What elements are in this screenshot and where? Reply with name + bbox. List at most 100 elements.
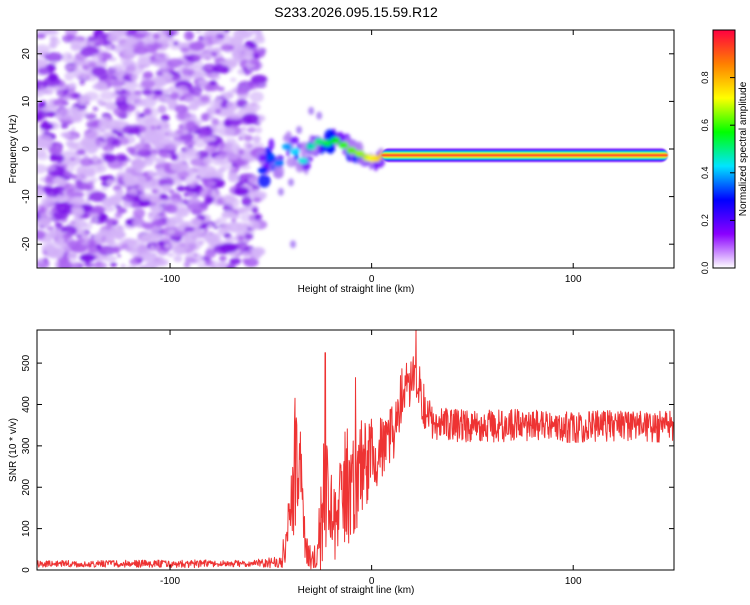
noise-blob xyxy=(231,217,237,223)
noise-blob xyxy=(243,134,253,142)
noise-blob xyxy=(66,134,78,140)
noise-blob xyxy=(151,205,163,215)
noise-blob xyxy=(181,68,195,76)
noise-blob xyxy=(159,46,167,51)
noise-blob xyxy=(194,119,204,125)
transition-outlier xyxy=(308,106,315,115)
noise-blob xyxy=(170,92,179,100)
noise-blob xyxy=(152,89,164,96)
noise-blob xyxy=(54,222,63,228)
noise-blob xyxy=(89,220,95,224)
noise-blob xyxy=(196,39,203,45)
noise-blob xyxy=(173,71,181,76)
noise-blob xyxy=(132,207,146,219)
noise-blob xyxy=(88,61,97,68)
noise-blob xyxy=(68,83,75,89)
noise-blob xyxy=(136,101,142,106)
noise-blob xyxy=(81,64,90,71)
noise-blob xyxy=(202,157,213,166)
noise-blob xyxy=(249,91,264,103)
noise-blob xyxy=(101,197,115,208)
noise-blob xyxy=(150,125,156,130)
noise-blob xyxy=(252,135,261,143)
colorbar-tick-label: 0.6 xyxy=(700,119,710,132)
noise-blob xyxy=(69,157,76,161)
noise-blob xyxy=(104,205,113,213)
noise-blob xyxy=(173,255,183,263)
noise-blob xyxy=(85,223,93,230)
noise-blob xyxy=(180,47,190,53)
noise-blob xyxy=(168,85,177,93)
noise-blob xyxy=(111,246,121,253)
colorbar-strip xyxy=(712,29,736,269)
noise-blob xyxy=(146,53,152,58)
noise-blob xyxy=(76,149,86,156)
noise-blob xyxy=(133,46,149,55)
noise-blob xyxy=(145,127,158,138)
noise-blob xyxy=(211,118,220,126)
noise-blob xyxy=(248,125,256,131)
noise-blob xyxy=(116,132,125,138)
noise-blob xyxy=(188,85,203,95)
noise-blob xyxy=(217,261,228,268)
noise-blob xyxy=(69,196,84,206)
noise-blob xyxy=(61,52,74,63)
noise-blob xyxy=(83,91,99,101)
noise-blob xyxy=(120,264,126,268)
noise-blob xyxy=(103,255,117,263)
noise-blob xyxy=(151,252,158,256)
noise-blob xyxy=(97,165,103,171)
spectrogram-y-ticks: -20 -10 0 10 20 xyxy=(21,48,674,251)
noise-blob xyxy=(73,69,87,79)
noise-blob xyxy=(232,30,254,40)
noise-blob xyxy=(208,99,225,108)
noise-blob xyxy=(88,191,107,202)
noise-blob xyxy=(209,80,217,86)
noise-blob xyxy=(77,238,85,243)
noise-blob xyxy=(200,63,220,74)
noise-blob xyxy=(200,72,207,77)
noise-blob xyxy=(37,44,51,55)
noise-blob xyxy=(138,184,147,193)
snr-x-tick-label: 0 xyxy=(369,576,375,587)
noise-blob xyxy=(126,265,138,268)
noise-blob xyxy=(96,98,104,105)
noise-blob xyxy=(220,107,233,116)
noise-blob xyxy=(167,252,175,257)
noise-blob xyxy=(112,194,125,201)
noise-blob xyxy=(193,136,207,148)
noise-blob xyxy=(194,153,200,159)
noise-blob xyxy=(115,233,123,240)
snr-y-tick-label: 400 xyxy=(21,396,32,413)
noise-blob xyxy=(251,142,265,150)
noise-blob xyxy=(229,166,235,172)
noise-blob xyxy=(250,74,268,84)
noise-blob xyxy=(83,75,87,79)
noise-blob xyxy=(104,234,115,245)
noise-blob xyxy=(255,126,263,134)
noise-blob xyxy=(115,96,125,102)
noise-blob xyxy=(45,111,57,118)
noise-blob xyxy=(37,153,49,161)
noise-blob xyxy=(184,116,190,121)
noise-blob xyxy=(226,143,239,153)
noise-blob xyxy=(158,120,169,128)
spectrogram-y-tick-label: 0 xyxy=(21,146,32,152)
noise-blob xyxy=(168,216,184,225)
noise-blob xyxy=(106,44,115,49)
noise-blob xyxy=(112,185,122,192)
noise-blob xyxy=(38,207,46,214)
noise-blob xyxy=(219,255,227,262)
noise-blob xyxy=(220,66,230,74)
track-node xyxy=(265,154,276,162)
noise-blob xyxy=(89,121,99,128)
noise-blob xyxy=(79,253,96,262)
colorbar-tick-label: 0.2 xyxy=(700,214,710,227)
noise-blob xyxy=(144,117,161,129)
noise-blob xyxy=(72,189,80,194)
noise-blob xyxy=(123,238,135,245)
track-node xyxy=(354,150,365,158)
noise-blob xyxy=(199,187,212,199)
noise-blob xyxy=(220,44,233,51)
